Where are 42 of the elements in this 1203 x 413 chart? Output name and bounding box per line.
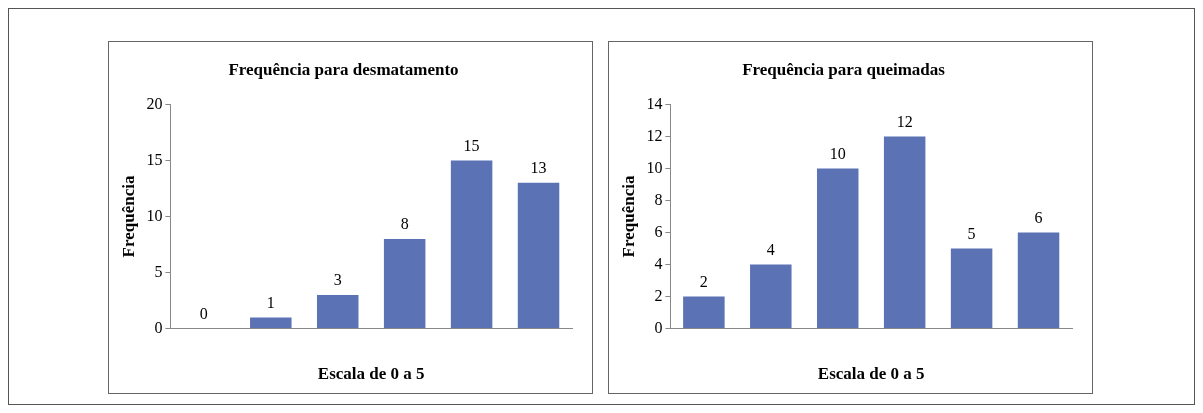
y-tick-label: 0 xyxy=(654,318,663,336)
y-tick-label: 20 xyxy=(146,94,163,112)
bar xyxy=(316,294,359,329)
chart-title: Frequência para queimadas xyxy=(742,59,946,79)
bar xyxy=(883,136,926,329)
bar xyxy=(1017,232,1060,329)
y-axis-title: Frequência xyxy=(618,175,638,258)
data-label: 1 xyxy=(266,293,275,311)
y-tick-label: 15 xyxy=(146,150,163,168)
y-tick-label: 6 xyxy=(654,222,663,240)
data-label: 0 xyxy=(199,304,208,322)
data-label: 15 xyxy=(463,136,480,154)
chart-title: Frequência para desmatamento xyxy=(228,59,459,79)
data-label: 12 xyxy=(896,112,913,130)
bar xyxy=(383,238,426,329)
y-tick-label: 4 xyxy=(654,254,663,272)
data-label: 5 xyxy=(967,224,976,242)
y-tick-label: 2 xyxy=(654,286,663,304)
y-tick-label: 10 xyxy=(146,206,163,224)
data-label: 10 xyxy=(829,144,846,162)
data-label: 13 xyxy=(530,159,547,177)
y-tick-label: 0 xyxy=(154,318,163,336)
data-label: 8 xyxy=(400,215,409,233)
data-label: 6 xyxy=(1034,208,1043,226)
bar xyxy=(750,264,792,329)
bar xyxy=(450,160,493,329)
x-axis-title: Escala de 0 a 5 xyxy=(317,364,425,384)
y-tick-label: 8 xyxy=(654,190,663,208)
bar xyxy=(517,182,560,329)
data-label: 4 xyxy=(766,240,775,258)
y-tick-label: 5 xyxy=(154,262,163,280)
bar xyxy=(683,296,725,329)
y-tick-label: 14 xyxy=(646,94,663,112)
y-tick-label: 10 xyxy=(646,158,663,176)
y-axis-title: Frequência xyxy=(118,175,138,258)
bar xyxy=(816,168,859,329)
data-label: 3 xyxy=(333,271,342,289)
bar xyxy=(950,248,993,329)
bar xyxy=(250,317,292,329)
data-label: 2 xyxy=(699,272,708,290)
y-tick-label: 12 xyxy=(646,126,663,144)
x-axis-title: Escala de 0 a 5 xyxy=(817,364,925,384)
